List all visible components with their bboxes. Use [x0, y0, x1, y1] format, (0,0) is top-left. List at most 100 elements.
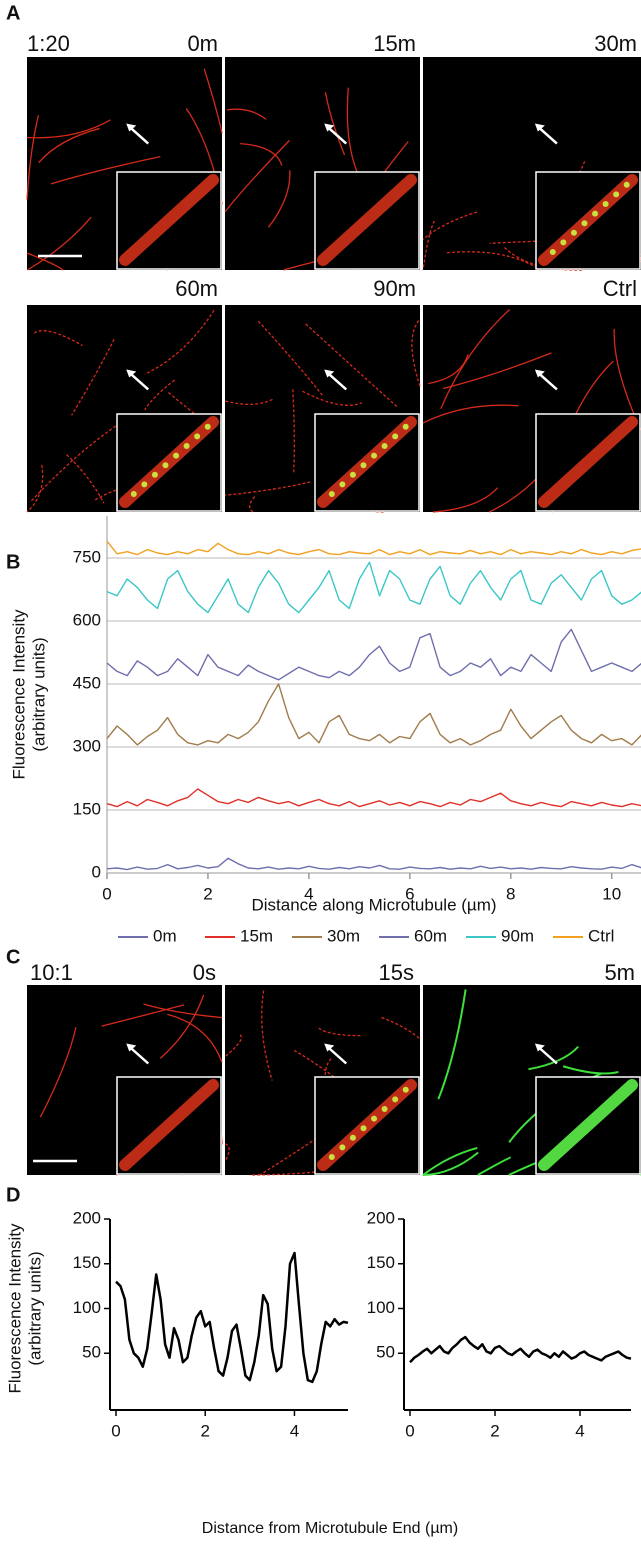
time-label: 90m — [373, 276, 416, 301]
ratio-label: 1:20 — [27, 31, 70, 56]
inset-dot — [130, 491, 137, 497]
inset-dot — [381, 443, 388, 449]
microtubule — [442, 352, 552, 390]
x-tick-label: 0 — [102, 884, 111, 903]
microtubule — [39, 1027, 77, 1118]
microtubule — [267, 170, 291, 228]
microtubule — [38, 127, 100, 164]
microtubule — [318, 1027, 363, 1037]
inset-dot — [402, 1086, 409, 1093]
x-tick-label: 4 — [304, 884, 313, 903]
inset-dot — [360, 462, 367, 469]
microtubule — [292, 389, 295, 474]
panel-label: B — [6, 551, 20, 573]
inset-dot — [592, 210, 599, 217]
arrow — [129, 1046, 150, 1065]
arrow-head — [126, 369, 137, 378]
time-label: Ctrl — [603, 276, 637, 301]
arrow-head — [324, 1043, 335, 1052]
arrow — [538, 1046, 558, 1065]
data-line — [106, 788, 641, 808]
time-label: 0m — [187, 31, 218, 56]
inset-dot — [402, 423, 409, 430]
microtubule — [224, 481, 311, 496]
arrow — [538, 126, 558, 145]
data-line — [106, 857, 641, 871]
inset-microtubule — [119, 1079, 219, 1171]
microtubule — [302, 390, 363, 406]
microtubule — [224, 398, 273, 405]
inset-dot — [162, 462, 169, 469]
legend-label: 15m — [240, 926, 273, 945]
panel-label: D — [6, 1184, 20, 1206]
arrow-head — [534, 1043, 545, 1052]
inset-dot — [328, 1154, 335, 1160]
y-axis-label: Fluorescence Intensity — [9, 609, 28, 780]
microtubule — [33, 330, 83, 347]
time-label: 30m — [594, 31, 637, 56]
x-tick-label: 8 — [506, 884, 515, 903]
microtubule — [26, 252, 64, 271]
inset-dot — [570, 229, 577, 236]
y-tick-label: 450 — [73, 673, 101, 692]
arrow — [538, 372, 558, 391]
microtubule — [259, 1138, 317, 1176]
inset-dot — [392, 1096, 399, 1103]
microtubule — [144, 309, 215, 375]
inset-dot — [602, 201, 609, 207]
inset-dot — [183, 443, 190, 449]
inset-dot — [349, 471, 356, 478]
arrow-head — [534, 123, 545, 132]
x-tick-label: 2 — [203, 884, 212, 903]
inset-dot — [371, 1115, 378, 1122]
arrow — [327, 1046, 348, 1065]
arrow-head — [324, 123, 335, 132]
y-axis-label: (arbitrary units) — [25, 1251, 44, 1365]
microtubule — [167, 1013, 223, 1063]
microtubule — [224, 1034, 243, 1058]
microtubule — [50, 156, 161, 185]
arrow-head — [534, 369, 545, 378]
microtubule — [446, 251, 541, 271]
y-tick-label: 750 — [73, 547, 101, 566]
y-tick-label: 600 — [73, 610, 101, 629]
microtubule — [411, 320, 421, 387]
microtubule — [428, 354, 469, 385]
y-axis-label: Fluorescence Intensity — [5, 1223, 24, 1394]
x-tick-label: 4 — [575, 1421, 584, 1440]
y-tick-label: 150 — [367, 1253, 395, 1272]
panel-label: A — [6, 2, 20, 24]
legend-label: Ctrl — [588, 926, 614, 945]
microtubule — [224, 139, 290, 213]
microtubule — [422, 1146, 478, 1176]
microtubule — [159, 994, 205, 1059]
inset-microtubule — [538, 416, 638, 508]
microtubule — [27, 216, 92, 271]
x-tick-label: 2 — [490, 1421, 499, 1440]
x-tick-label: 6 — [405, 884, 414, 903]
time-label: 5m — [604, 960, 635, 985]
microtubule — [26, 119, 111, 139]
legend-label: 30m — [327, 926, 360, 945]
inset-dot — [173, 452, 180, 459]
microtubule — [528, 1045, 579, 1071]
inset-dot — [392, 433, 399, 440]
inset-dot — [194, 433, 201, 440]
microtubule — [437, 989, 467, 1100]
x-axis-label: Distance from Microtubule End (µm) — [202, 1520, 458, 1537]
time-label: 15m — [373, 31, 416, 56]
arrow — [129, 126, 150, 145]
y-tick-label: 100 — [367, 1298, 395, 1317]
data-line — [115, 1251, 349, 1384]
microtubule — [26, 115, 40, 200]
inset-dot — [613, 191, 620, 198]
x-axis-label: Distance along Microtubule (µm) — [251, 895, 496, 914]
microtubule — [422, 1151, 479, 1176]
inset-dot — [360, 1125, 367, 1132]
y-axis-label: (arbitrary units) — [29, 637, 48, 751]
microtubule — [203, 68, 223, 134]
inset-dot — [151, 471, 158, 478]
microtubule — [240, 143, 283, 166]
arrow-head — [324, 369, 335, 378]
microtubule — [143, 1003, 223, 1019]
